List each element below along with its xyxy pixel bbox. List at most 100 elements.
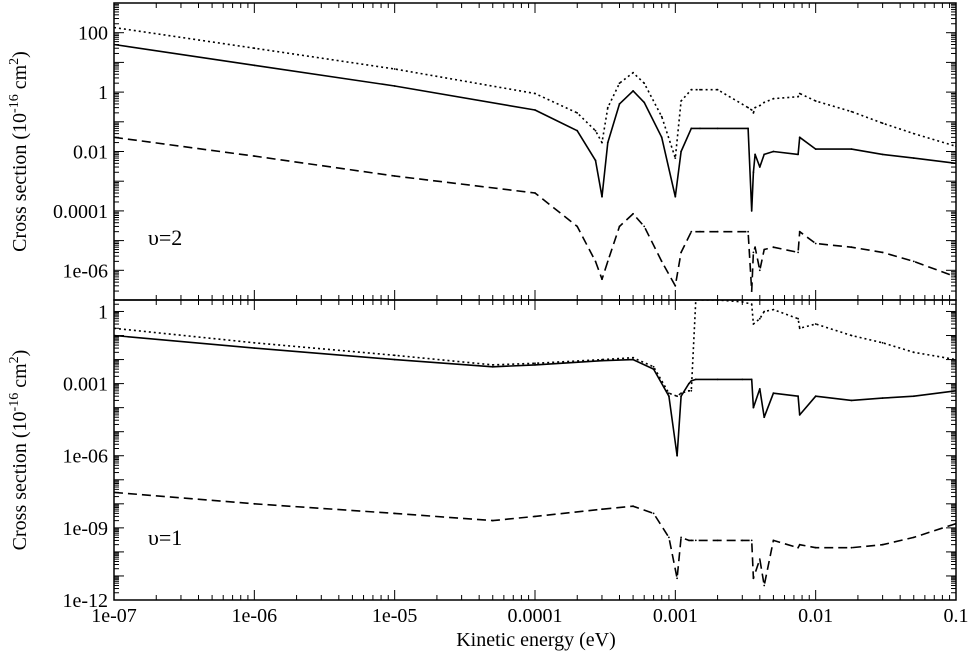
x-tick-label: 1e-05 bbox=[372, 605, 418, 627]
x-tick-label: 0.001 bbox=[653, 605, 698, 627]
data-point bbox=[912, 157, 915, 160]
data-point bbox=[253, 502, 256, 505]
data-point bbox=[716, 539, 719, 542]
series-group bbox=[114, 300, 956, 587]
data-point bbox=[643, 82, 646, 85]
data-point bbox=[881, 341, 884, 344]
data-point bbox=[763, 584, 766, 587]
data-point bbox=[798, 230, 801, 233]
data-point bbox=[534, 92, 536, 95]
data-point bbox=[253, 341, 256, 344]
y-axis-label: Cross section (10-16 cm2) bbox=[7, 51, 31, 252]
data-point bbox=[253, 347, 256, 349]
data-point bbox=[632, 90, 634, 92]
data-point bbox=[618, 103, 621, 105]
data-point bbox=[491, 519, 494, 522]
data-point bbox=[797, 251, 799, 254]
data-point bbox=[758, 558, 761, 560]
y-tick-label: 0.0001 bbox=[53, 201, 108, 223]
data-point bbox=[680, 536, 682, 539]
data-point bbox=[632, 212, 634, 215]
data-point bbox=[393, 68, 396, 70]
data-point bbox=[772, 246, 775, 249]
data-point bbox=[881, 251, 884, 254]
data-point bbox=[747, 106, 749, 109]
data-point bbox=[643, 101, 646, 104]
data-point bbox=[763, 310, 766, 313]
data-point bbox=[601, 141, 603, 144]
data-point bbox=[850, 246, 853, 249]
data-point bbox=[798, 414, 801, 416]
data-point bbox=[601, 358, 603, 361]
data-point bbox=[680, 100, 682, 102]
data-point bbox=[772, 392, 775, 395]
data-point bbox=[716, 127, 719, 130]
data-point bbox=[534, 109, 536, 111]
data-point bbox=[690, 539, 693, 542]
data-point bbox=[797, 317, 799, 320]
data-point bbox=[912, 260, 915, 263]
data-point bbox=[393, 358, 396, 361]
data-point bbox=[676, 454, 678, 457]
y-tick-label: 100 bbox=[78, 23, 108, 45]
data-point bbox=[690, 127, 693, 130]
panel-v1: 1e-12 1e-09 1e-06 0.001 1 1e-07 1e-06 1e-05 0.00… bbox=[7, 299, 969, 627]
y-tick-label: 1e-06 bbox=[62, 260, 108, 282]
data-point bbox=[754, 106, 756, 109]
data-point bbox=[758, 104, 761, 107]
data-point bbox=[754, 153, 756, 156]
panel-annotation: υ=2 bbox=[148, 225, 182, 250]
data-point bbox=[798, 327, 801, 330]
data-point bbox=[594, 260, 597, 263]
data-point bbox=[694, 378, 697, 381]
data-point bbox=[688, 539, 690, 542]
data-point bbox=[747, 127, 749, 130]
data-point bbox=[688, 382, 690, 385]
data-point bbox=[660, 136, 663, 139]
data-point bbox=[814, 395, 817, 398]
data-point bbox=[690, 380, 693, 382]
data-point bbox=[881, 543, 884, 546]
data-point bbox=[253, 155, 256, 158]
data-point bbox=[850, 148, 853, 151]
x-tick-label: 0.0001 bbox=[508, 605, 563, 627]
data-point bbox=[699, 88, 701, 91]
y-tick-label: 1 bbox=[98, 301, 108, 323]
data-point bbox=[741, 378, 744, 381]
data-point bbox=[798, 92, 801, 95]
y-tick-label: 1e-06 bbox=[62, 446, 108, 468]
series-line-dashed bbox=[114, 136, 956, 292]
data-point bbox=[660, 115, 663, 118]
x-tick-label: 0.01 bbox=[798, 605, 833, 627]
y-tick-label: 0.01 bbox=[73, 142, 108, 164]
data-point bbox=[534, 192, 536, 194]
series-line-dashed bbox=[114, 491, 956, 587]
data-point bbox=[763, 101, 766, 104]
data-point bbox=[690, 389, 693, 392]
data-point bbox=[699, 127, 701, 130]
data-point bbox=[680, 395, 682, 398]
y-tick-label: 1 bbox=[98, 82, 108, 104]
data-point bbox=[797, 153, 799, 156]
data-point bbox=[674, 284, 677, 287]
data-point bbox=[680, 251, 682, 254]
y-tick-label: 1e-12 bbox=[62, 590, 108, 612]
data-point bbox=[534, 362, 536, 365]
series-line-dotted bbox=[114, 300, 956, 397]
data-point bbox=[881, 122, 884, 125]
data-point bbox=[660, 260, 663, 263]
data-point bbox=[534, 364, 536, 366]
data-point bbox=[752, 251, 755, 254]
data-point bbox=[752, 323, 755, 325]
data-point bbox=[763, 416, 766, 419]
data-point bbox=[606, 106, 609, 109]
data-point bbox=[690, 88, 693, 91]
data-point bbox=[750, 303, 753, 306]
data-point bbox=[393, 512, 396, 515]
plot-frame bbox=[113, 2, 957, 301]
data-point bbox=[606, 141, 609, 144]
data-point bbox=[652, 365, 655, 368]
x-tick-label: 0.1 bbox=[944, 605, 969, 627]
data-point bbox=[763, 153, 766, 156]
data-point bbox=[668, 395, 670, 398]
